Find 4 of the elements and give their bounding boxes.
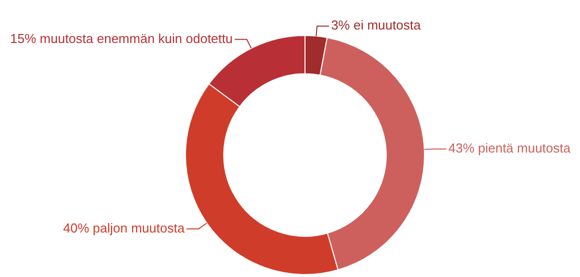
slice-label: 3% ei muutosta (331, 18, 422, 33)
slice-label: 15% muutosta enemmän kuin odotettu (10, 30, 233, 46)
slice-label: 43% pientä muutosta (448, 140, 572, 156)
slice-label: 40% paljon muutosta (63, 220, 186, 236)
